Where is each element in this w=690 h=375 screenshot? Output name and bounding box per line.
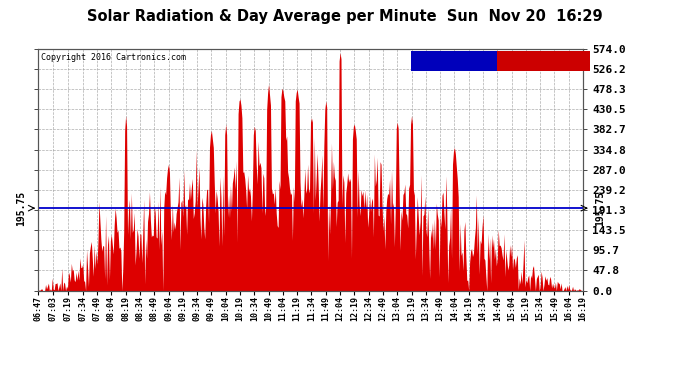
Text: Solar Radiation & Day Average per Minute  Sun  Nov 20  16:29: Solar Radiation & Day Average per Minute… — [87, 9, 603, 24]
Text: Copyright 2016 Cartronics.com: Copyright 2016 Cartronics.com — [41, 53, 186, 62]
Text: 195.75: 195.75 — [16, 190, 26, 226]
Text: Radiation (w/m2): Radiation (w/m2) — [500, 57, 586, 65]
Text: 195.75: 195.75 — [595, 190, 605, 226]
Text: Median (w/m2): Median (w/m2) — [419, 57, 489, 65]
